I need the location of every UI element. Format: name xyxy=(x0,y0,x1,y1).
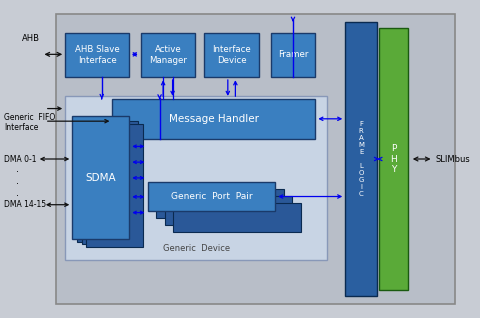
Bar xyxy=(112,99,315,139)
Bar xyxy=(56,14,455,304)
Text: Generic  Port  Pair: Generic Port Pair xyxy=(171,192,252,201)
Text: SLIMbus: SLIMbus xyxy=(436,155,470,163)
Bar xyxy=(141,33,195,77)
Text: DMA 0-1: DMA 0-1 xyxy=(4,155,36,163)
Text: Active
Manager: Active Manager xyxy=(149,45,187,65)
Bar xyxy=(156,189,284,218)
Bar xyxy=(72,116,129,239)
Text: Framer: Framer xyxy=(278,51,308,59)
Text: Generic  FIFO
Interface: Generic FIFO Interface xyxy=(4,113,55,133)
Text: AHB: AHB xyxy=(22,34,40,43)
Text: .
.
.: . . . xyxy=(16,164,19,198)
Bar xyxy=(379,28,408,290)
Bar xyxy=(204,33,259,77)
Text: P
H
Y: P H Y xyxy=(390,144,396,174)
Bar xyxy=(271,33,315,77)
Bar xyxy=(173,203,301,232)
Bar xyxy=(345,22,377,296)
Text: F
R
A
M
E
 
L
O
G
I
C: F R A M E L O G I C xyxy=(358,121,364,197)
Text: AHB Slave
Interface: AHB Slave Interface xyxy=(75,45,120,65)
Text: Generic  Device: Generic Device xyxy=(163,244,230,253)
Bar xyxy=(65,33,129,77)
Text: SDMA: SDMA xyxy=(85,173,116,183)
Bar xyxy=(77,119,133,242)
Text: Message Handler: Message Handler xyxy=(169,114,259,124)
Bar xyxy=(148,182,276,211)
Bar xyxy=(82,121,138,245)
Bar xyxy=(165,196,292,225)
Bar xyxy=(65,96,327,260)
Text: DMA 14-15: DMA 14-15 xyxy=(4,200,46,209)
Text: Interface
Device: Interface Device xyxy=(212,45,251,65)
Bar xyxy=(86,124,143,247)
